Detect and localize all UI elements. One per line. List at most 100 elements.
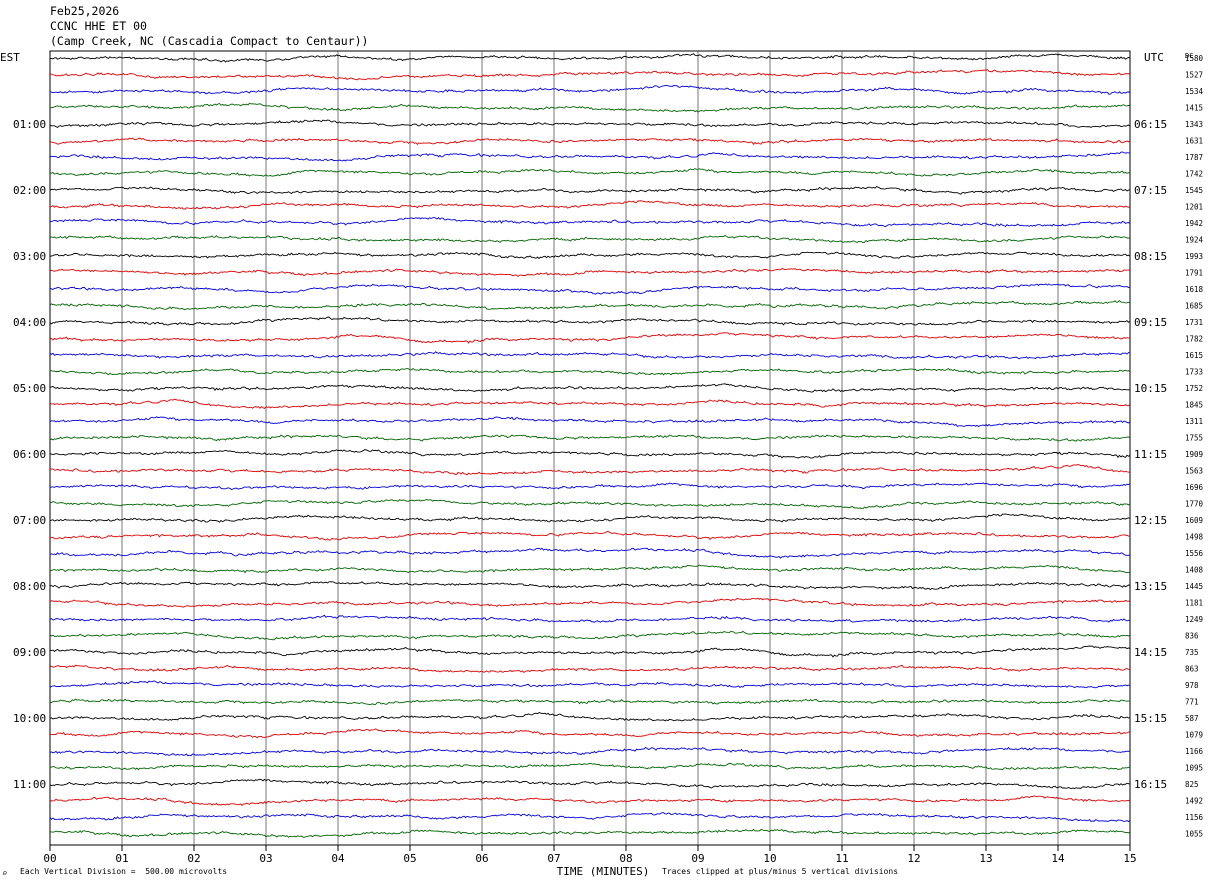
seismic-trace — [49, 84, 1131, 95]
seismic-trace — [49, 316, 1131, 326]
seismic-trace — [49, 137, 1131, 146]
dc-offset-label: 1618 — [1185, 285, 1204, 294]
clip-note: Traces clipped at plus/minus 5 vertical … — [662, 867, 899, 876]
left-time-label: 03:00 — [13, 250, 46, 263]
seismic-trace — [49, 300, 1131, 311]
left-time-label: 05:00 — [13, 382, 46, 395]
seismic-trace — [49, 332, 1131, 344]
dc-offset-label: 1924 — [1185, 236, 1204, 245]
y-label-left: EST — [0, 51, 20, 64]
seismic-trace — [49, 102, 1131, 113]
seismic-trace — [49, 746, 1131, 757]
x-tick-label: 08 — [619, 852, 632, 865]
dc-offset-label: 1201 — [1185, 203, 1203, 212]
dc-offset-label: 825 — [1185, 780, 1199, 789]
dc-offset-label: 735 — [1185, 648, 1199, 657]
right-time-label: 10:15 — [1134, 382, 1167, 395]
left-time-label: 09:00 — [13, 646, 46, 659]
seismic-trace — [49, 712, 1131, 722]
left-time-label: 10:00 — [13, 712, 46, 725]
dc-offset-label: 1631 — [1185, 137, 1203, 146]
dc-offset-label: 771 — [1185, 698, 1199, 707]
left-time-label: 01:00 — [13, 118, 46, 131]
dc-label: DC — [1185, 52, 1193, 60]
x-tick-label: 09 — [691, 852, 704, 865]
seismic-trace — [49, 69, 1131, 81]
division-note: Each Vertical Division = 500.00 microvol… — [20, 867, 228, 876]
seismic-trace — [49, 200, 1131, 210]
dc-offset-label: 1415 — [1185, 104, 1203, 113]
x-tick-label: 03 — [259, 852, 272, 865]
dc-offset-label: 1742 — [1185, 170, 1203, 179]
seismic-trace — [49, 664, 1131, 674]
seismic-trace — [49, 463, 1131, 476]
right-time-label: 14:15 — [1134, 646, 1167, 659]
seismic-trace — [49, 151, 1131, 162]
x-tick-label: 12 — [907, 852, 920, 865]
dc-offset-label: 1791 — [1185, 269, 1203, 278]
seismic-trace — [49, 168, 1131, 177]
x-tick-label: 13 — [979, 852, 992, 865]
dc-offset-label: 1609 — [1185, 516, 1203, 525]
seismic-trace — [49, 434, 1131, 442]
dc-offset-label: 1055 — [1185, 830, 1203, 839]
x-tick-label: 05 — [403, 852, 416, 865]
dc-offset-label: 1556 — [1185, 549, 1204, 558]
plot-frame — [49, 50, 1131, 846]
seismic-trace — [49, 597, 1131, 608]
right-time-label: 16:15 — [1134, 778, 1167, 791]
left-time-label: 11:00 — [13, 778, 46, 791]
dc-offset-label: 1498 — [1185, 533, 1204, 542]
dc-offset-label: 1563 — [1185, 467, 1203, 476]
seismic-trace — [49, 547, 1131, 559]
dc-offset-label: 1181 — [1185, 599, 1203, 608]
seismic-trace — [49, 235, 1131, 243]
dc-offset-label: 1545 — [1185, 186, 1203, 195]
corner-icon: ⌕ — [2, 869, 8, 879]
seismic-trace — [49, 482, 1131, 490]
dc-offset-label: 1770 — [1185, 500, 1204, 509]
seismic-trace — [49, 383, 1131, 393]
seismic-trace — [49, 762, 1131, 771]
seismic-trace — [49, 828, 1131, 838]
seismic-trace — [49, 416, 1131, 428]
x-tick-label: 00 — [43, 852, 56, 865]
dc-offset-label: 1752 — [1185, 384, 1203, 393]
seismic-trace — [49, 513, 1131, 523]
dc-offset-label: 1445 — [1185, 582, 1203, 591]
dc-offset-label: 1079 — [1185, 731, 1203, 740]
dc-offset-label: 1685 — [1185, 302, 1203, 311]
right-time-label: 07:15 — [1134, 184, 1167, 197]
dc-offset-label: 1311 — [1185, 417, 1203, 426]
seismic-trace — [49, 367, 1131, 376]
dc-offset-label: 1733 — [1185, 368, 1203, 377]
dc-offset-label: 1782 — [1185, 335, 1203, 344]
left-time-label: 06:00 — [13, 448, 46, 461]
x-tick-label: 04 — [331, 852, 345, 865]
dc-offset-label: 1755 — [1185, 434, 1203, 443]
dc-offset-label: 1787 — [1185, 153, 1203, 162]
seismic-trace — [49, 581, 1131, 591]
right-time-label: 06:15 — [1134, 118, 1167, 131]
left-time-label: 07:00 — [13, 514, 46, 527]
dc-offset-label: 1731 — [1185, 318, 1203, 327]
right-time-label: 09:15 — [1134, 316, 1167, 329]
right-time-label: 11:15 — [1134, 448, 1167, 461]
right-time-label: 15:15 — [1134, 712, 1167, 725]
x-tick-label: 10 — [763, 852, 776, 865]
dc-offset-label: 1993 — [1185, 252, 1203, 261]
dc-offset-label: 1909 — [1185, 450, 1203, 459]
header-location: (Camp Creek, NC (Cascadia Compact to Cen… — [50, 34, 369, 48]
dc-offset-label: 1156 — [1185, 813, 1204, 822]
x-tick-label: 11 — [835, 852, 848, 865]
header-date: Feb25,2026 — [50, 4, 120, 18]
dc-offset-label: 1527 — [1185, 71, 1203, 80]
dc-offset-label: 1845 — [1185, 401, 1203, 410]
right-time-label: 12:15 — [1134, 514, 1167, 527]
dc-offset-label: 1095 — [1185, 764, 1203, 773]
dc-offset-label: 1534 — [1185, 87, 1204, 96]
left-time-label: 08:00 — [13, 580, 46, 593]
seismic-trace — [49, 449, 1131, 459]
x-tick-label: 14 — [1051, 852, 1065, 865]
